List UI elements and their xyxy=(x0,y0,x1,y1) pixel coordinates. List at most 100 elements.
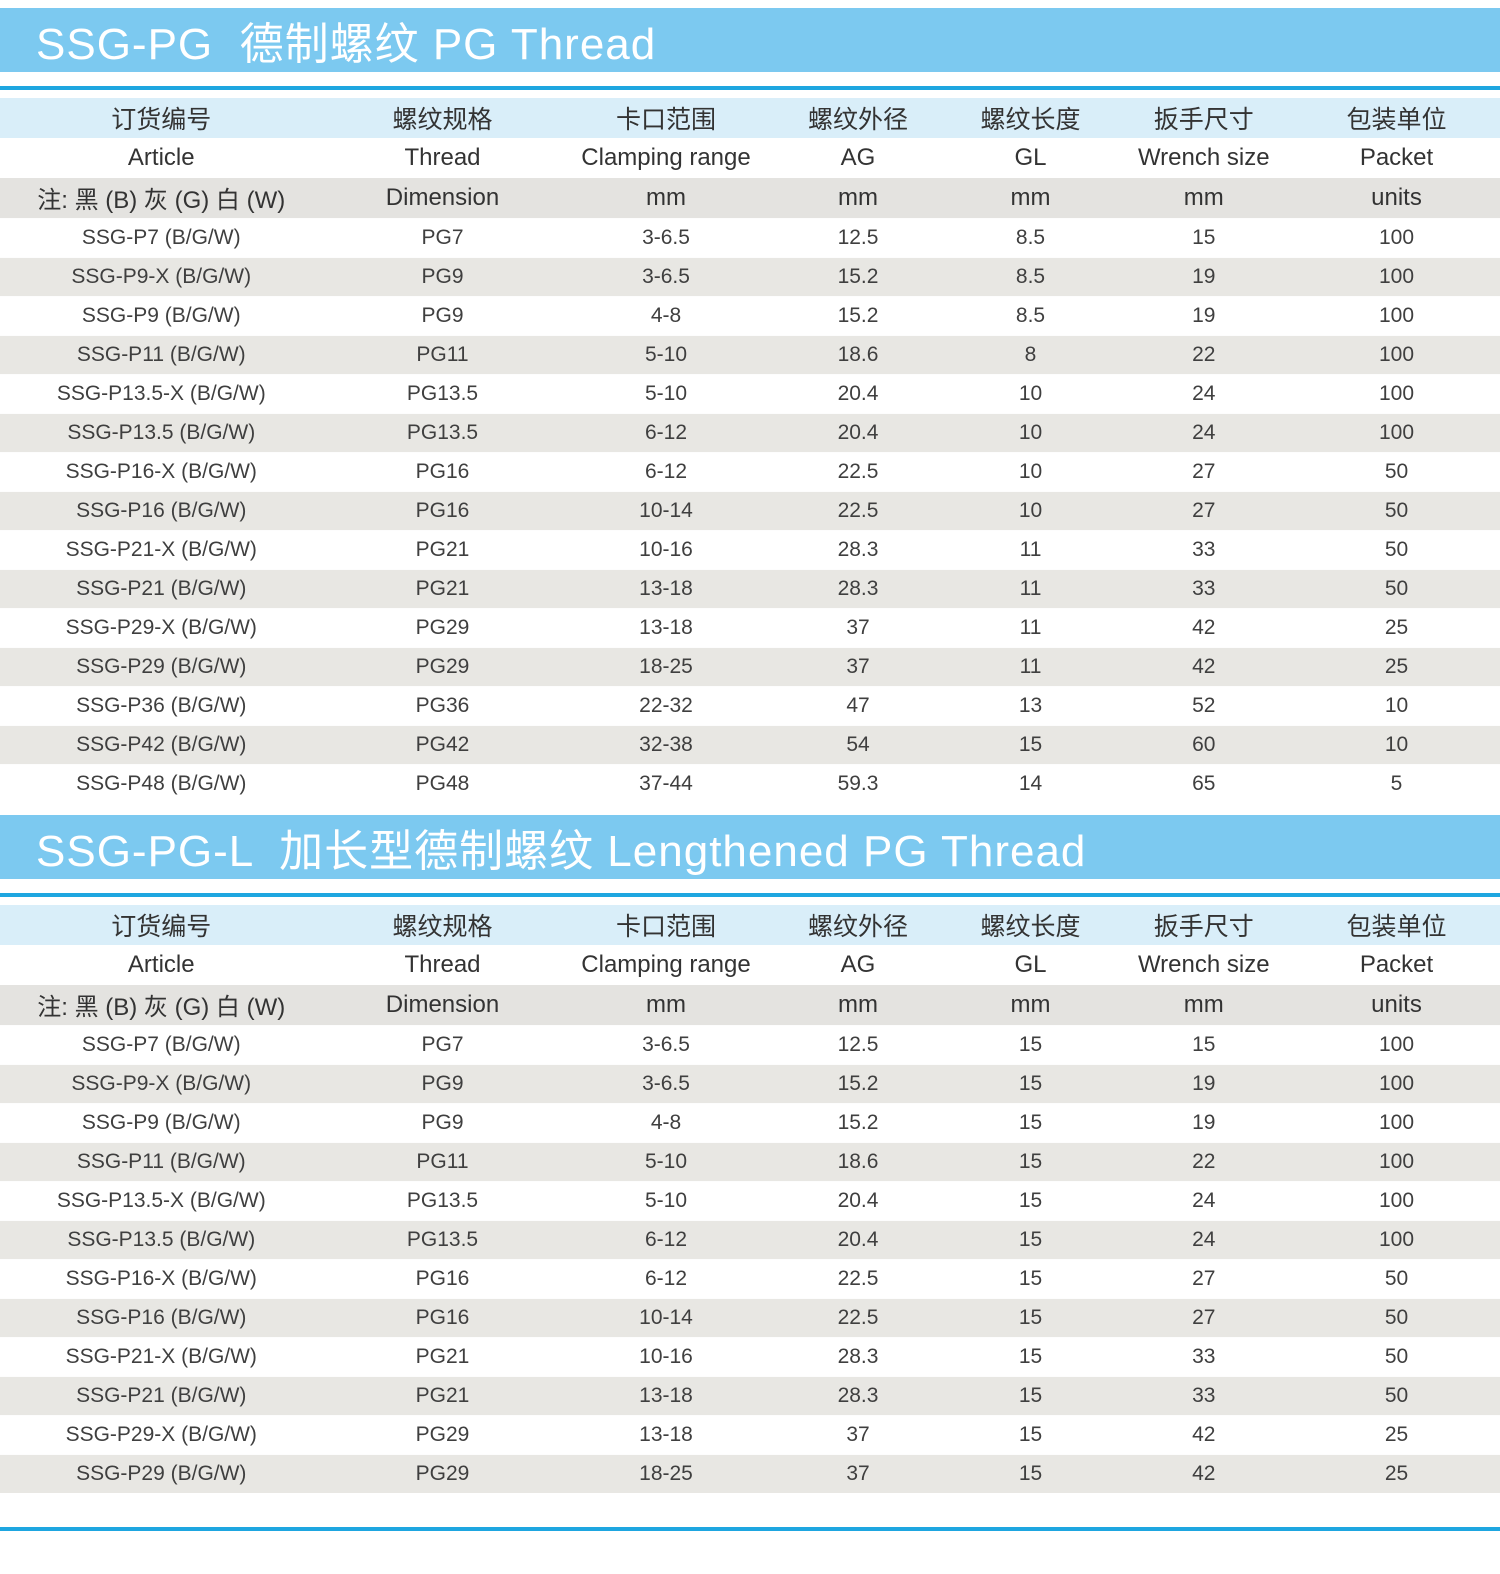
table-cell: 11 xyxy=(946,646,1115,686)
table-row: SSG-P9 (B/G/W) PG9 4-8 15.2 8.5 19 100 xyxy=(0,295,1500,335)
table-cell: SSG-P9-X (B/G/W) xyxy=(0,1063,323,1103)
table-cell: 50 xyxy=(1293,1297,1500,1337)
column-header-unit: mm xyxy=(1114,985,1293,1025)
table-cell: 10 xyxy=(946,451,1115,491)
table-cell: 24 xyxy=(1114,1219,1293,1259)
table-row: SSG-P16 (B/G/W) PG16 10-14 22.5 15 27 50 xyxy=(0,1297,1500,1337)
column-header-zh: 扳手尺寸 xyxy=(1114,905,1293,945)
table-cell: 33 xyxy=(1114,1375,1293,1415)
table-cell: 10-14 xyxy=(562,490,770,530)
table-cell: PG21 xyxy=(322,568,563,608)
table-cell: 28.3 xyxy=(769,529,947,569)
table-cell: 4-8 xyxy=(562,295,770,335)
table-cell: 15 xyxy=(946,1063,1115,1103)
table-cell: PG42 xyxy=(322,724,563,764)
table-cell: 20.4 xyxy=(769,1219,947,1259)
table-cell: 14 xyxy=(946,763,1115,803)
table-cell: 15 xyxy=(946,1141,1115,1181)
table-cell: SSG-P9-X (B/G/W) xyxy=(0,256,323,296)
table-cell: 8.5 xyxy=(946,217,1115,257)
table-cell: PG29 xyxy=(322,1453,563,1493)
column-header-zh: 螺纹长度 xyxy=(946,905,1115,945)
table-cell: 5-10 xyxy=(562,1141,770,1181)
column-header-zh: 扳手尺寸 xyxy=(1114,98,1293,138)
column-header-en: Packet xyxy=(1293,138,1500,178)
table-cell: 33 xyxy=(1114,529,1293,569)
table-cell: 6-12 xyxy=(562,1219,770,1259)
column-header-en: Wrench size xyxy=(1114,138,1293,178)
table-cell: 100 xyxy=(1293,1102,1500,1142)
table-cell: SSG-P13.5 (B/G/W) xyxy=(0,1219,323,1259)
table-row: SSG-P29-X (B/G/W) PG29 13-18 37 15 42 25 xyxy=(0,1414,1500,1454)
table-cell: PG21 xyxy=(322,1375,563,1415)
table-row: SSG-P21 (B/G/W) PG21 13-18 28.3 15 33 50 xyxy=(0,1375,1500,1415)
table-cell: 11 xyxy=(946,607,1115,647)
column-header-en: Article xyxy=(0,138,323,178)
table-cell: 15 xyxy=(946,1297,1115,1337)
table-cell: 15 xyxy=(946,1024,1115,1064)
table-cell: PG7 xyxy=(322,217,563,257)
column-header-zh: 螺纹规格 xyxy=(322,905,563,945)
table-cell: 10 xyxy=(1293,724,1500,764)
column-header-unit: mm xyxy=(769,178,947,218)
table-cell: SSG-P7 (B/G/W) xyxy=(0,1024,323,1064)
table-cell: 15 xyxy=(1114,1024,1293,1064)
table-cell: 19 xyxy=(1114,295,1293,335)
table-cell: 50 xyxy=(1293,529,1500,569)
table-cell: SSG-P13.5-X (B/G/W) xyxy=(0,373,323,413)
table-cell: 10-16 xyxy=(562,529,770,569)
table-cell: 27 xyxy=(1114,1297,1293,1337)
table-cell: 6-12 xyxy=(562,412,770,452)
table-cell: PG9 xyxy=(322,1063,563,1103)
table-cell: 22 xyxy=(1114,334,1293,374)
table-cell: 15.2 xyxy=(769,1063,947,1103)
table-cell: PG11 xyxy=(322,1141,563,1181)
table-cell: SSG-P13.5-X (B/G/W) xyxy=(0,1180,323,1220)
table-cell: 50 xyxy=(1293,568,1500,608)
section-title-bar: SSG-PG-L 加长型德制螺纹 Lengthened PG Thread xyxy=(0,815,1500,879)
table-cell: 27 xyxy=(1114,451,1293,491)
table-cell: 50 xyxy=(1293,451,1500,491)
table-cell: 13-18 xyxy=(562,568,770,608)
table-cell: 22.5 xyxy=(769,1297,947,1337)
bottom-rule xyxy=(0,1527,1500,1531)
table-cell: 37 xyxy=(769,1453,947,1493)
table-cell: PG13.5 xyxy=(322,412,563,452)
table-row: SSG-P13.5-X (B/G/W) PG13.5 5-10 20.4 15 24 100 xyxy=(0,1180,1500,1220)
table-cell: 20.4 xyxy=(769,373,947,413)
table-cell: SSG-P48 (B/G/W) xyxy=(0,763,323,803)
table-cell: PG21 xyxy=(322,1336,563,1376)
column-header-zh: 订货编号 xyxy=(0,905,323,945)
table-cell: 11 xyxy=(946,568,1115,608)
column-header-unit: Dimension xyxy=(322,178,563,218)
table-cell: SSG-P21 (B/G/W) xyxy=(0,1375,323,1415)
table-cell: 18-25 xyxy=(562,1453,770,1493)
table-cell: 100 xyxy=(1293,334,1500,374)
header-row-unit: 注: 黑 (B) 灰 (G) 白 (W) Dimension mm mm mm … xyxy=(0,985,1500,1025)
table-cell: 33 xyxy=(1114,568,1293,608)
table-row: SSG-P36 (B/G/W) PG36 22-32 47 13 52 10 xyxy=(0,685,1500,725)
table-row: SSG-P29 (B/G/W) PG29 18-25 37 11 42 25 xyxy=(0,646,1500,686)
table-row: SSG-P13.5-X (B/G/W) PG13.5 5-10 20.4 10 24 100 xyxy=(0,373,1500,413)
table-cell: 100 xyxy=(1293,1219,1500,1259)
table-cell: 6-12 xyxy=(562,1258,770,1298)
table-row: SSG-P16-X (B/G/W) PG16 6-12 22.5 15 27 50 xyxy=(0,1258,1500,1298)
column-header-unit: units xyxy=(1293,178,1500,218)
table-row: SSG-P13.5 (B/G/W) PG13.5 6-12 20.4 15 24 100 xyxy=(0,1219,1500,1259)
table-cell: 8 xyxy=(946,334,1115,374)
table-cell: 59.3 xyxy=(769,763,947,803)
table-cell: SSG-P16 (B/G/W) xyxy=(0,1297,323,1337)
table-cell: 60 xyxy=(1114,724,1293,764)
column-header-unit: mm xyxy=(562,178,770,218)
table-row: SSG-P42 (B/G/W) PG42 32-38 54 15 60 10 xyxy=(0,724,1500,764)
table-cell: 15 xyxy=(946,1102,1115,1142)
column-header-zh: 包装单位 xyxy=(1293,905,1500,945)
table-cell: 12.5 xyxy=(769,1024,947,1064)
page-title: SSG-PG 德制螺纹 PG Thread xyxy=(36,20,657,69)
table-body: SSG-P7 (B/G/W) PG7 3-6.5 12.5 8.5 15 100 SSG-P9… xyxy=(0,217,1500,803)
column-header-en: GL xyxy=(946,138,1115,178)
table-cell: 33 xyxy=(1114,1336,1293,1376)
table-cell: 10 xyxy=(946,373,1115,413)
column-header-unit: 注: 黑 (B) 灰 (G) 白 (W) xyxy=(0,178,323,218)
table-cell: 15 xyxy=(946,1336,1115,1376)
